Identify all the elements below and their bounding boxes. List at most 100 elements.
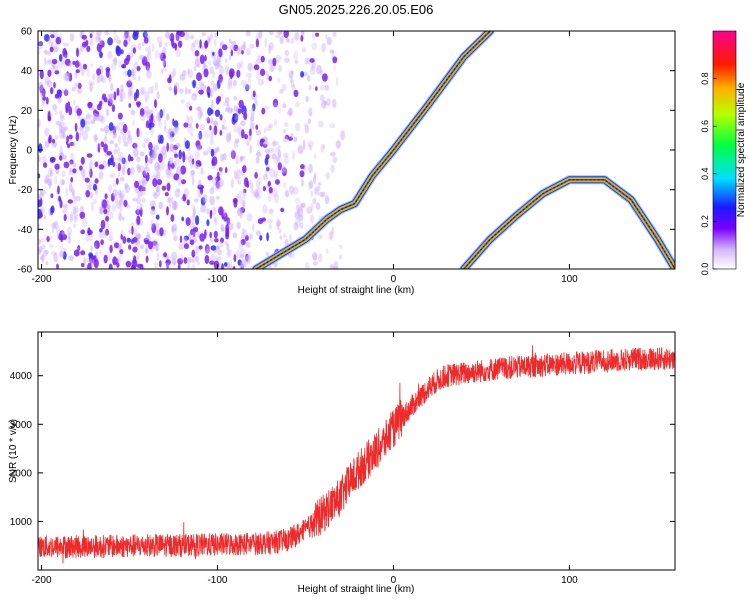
spectral-noise-blob (137, 129, 143, 138)
spectral-noise-blob (193, 237, 198, 244)
spectral-noise-blob (194, 50, 200, 57)
spectral-noise-blob (68, 160, 73, 166)
spectral-noise-blob (143, 171, 148, 177)
spectral-noise-blob (255, 151, 262, 157)
colorbar-frame (712, 30, 737, 270)
spectral-noise-blob (252, 223, 255, 232)
spectral-noise-blob (312, 32, 316, 41)
spectral-noise-blob (105, 107, 109, 116)
spectral-noise-blob (284, 49, 289, 57)
spectral-noise-blob (192, 42, 196, 48)
spectral-noise-blob (329, 263, 335, 269)
spectral-noise-blob (100, 198, 104, 205)
spectral-noise-blob (247, 62, 253, 72)
spectral-noise-blob (132, 237, 138, 243)
spectral-noise-blob (207, 175, 213, 181)
spectral-noise-blob (312, 197, 317, 205)
spectrogram-ridge-layer (251, 31, 675, 269)
spectral-noise-blob (194, 39, 199, 45)
spectral-noise-blob (247, 76, 252, 84)
spectral-noise-blob (155, 185, 159, 193)
spectral-noise-blob (127, 69, 132, 77)
spectral-noise-blob (302, 139, 306, 150)
spectral-noise-blob (148, 241, 153, 250)
spectral-noise-blob (266, 232, 269, 242)
spectral-noise-blob (292, 150, 295, 160)
spectral-noise-blob (300, 202, 306, 208)
spectral-noise-blob (112, 58, 118, 63)
colorbar-tick-label: 0.2 (700, 215, 710, 228)
spectral-noise-blob (203, 61, 206, 69)
x-tick-label: -100 (207, 575, 227, 586)
spectral-noise-blob (213, 120, 218, 126)
spectral-noise-blob (215, 195, 221, 200)
spectral-noise-blob (88, 181, 92, 191)
spectral-noise-blob (68, 134, 73, 140)
spectral-noise-blob (259, 138, 264, 147)
spectral-noise-blob (287, 38, 291, 43)
spectral-noise-blob (209, 237, 214, 243)
spectral-noise-blob (154, 261, 158, 269)
spectral-noise-blob (277, 31, 283, 35)
spectral-noise-blob (288, 70, 294, 79)
spectral-noise-blob (235, 172, 240, 183)
spectral-noise-blob (138, 54, 145, 61)
spectral-noise-blob (233, 254, 237, 262)
spectral-noise-blob (145, 154, 148, 164)
spectral-noise-blob (128, 87, 133, 97)
spectral-noise-blob (331, 226, 335, 235)
spectral-noise-blob (240, 259, 247, 269)
spectral-noise-blob (250, 122, 255, 130)
spectral-noise-blob (264, 37, 267, 47)
spectral-noise-blob (46, 236, 50, 242)
spectral-noise-blob (59, 145, 63, 156)
spectral-noise-blob (261, 107, 266, 115)
spectral-noise-blob (80, 250, 86, 256)
spectral-noise-blob (143, 36, 149, 44)
spectral-noise-blob (62, 208, 68, 214)
spectral-noise-blob (123, 91, 127, 100)
spectral-noise-blob (255, 180, 261, 189)
spectral-noise-blob (256, 139, 260, 147)
spectral-noise-blob (112, 161, 116, 167)
spectral-noise-blob (195, 245, 199, 255)
spectral-noise-blob (113, 257, 119, 264)
spectral-noise-blob (118, 189, 122, 199)
spectral-noise-blob (38, 249, 42, 255)
spectral-noise-blob (189, 105, 193, 111)
spectral-noise-blob (218, 206, 224, 216)
spectral-noise-blob (166, 129, 170, 137)
spectral-noise-blob (303, 122, 309, 128)
spectral-noise-blob (57, 185, 60, 195)
spectral-noise-blob (234, 115, 240, 121)
spectral-noise-blob (54, 93, 60, 99)
spectral-noise-blob (214, 109, 221, 117)
ridge-2-core (463, 179, 675, 269)
spectral-noise-blob (174, 126, 180, 132)
spectral-noise-blob (242, 200, 246, 208)
spectral-noise-blob (263, 105, 270, 110)
spectral-noise-blob (69, 159, 74, 165)
spectral-noise-blob (108, 235, 113, 242)
spectral-noise-blob (120, 234, 123, 240)
spectral-noise-blob (47, 37, 51, 45)
spectral-noise-blob (207, 37, 211, 44)
spectral-noise-blob (227, 248, 233, 257)
spectral-noise-blob (119, 96, 123, 103)
spectral-noise-blob (320, 143, 325, 154)
spectral-noise-blob (165, 259, 171, 266)
spectral-noise-blob (71, 187, 75, 196)
spectral-noise-blob (209, 187, 215, 195)
spectral-noise-blob (233, 169, 238, 180)
spectral-noise-blob (253, 191, 259, 198)
spectral-noise-blob (141, 41, 145, 47)
spectral-noise-blob (44, 140, 50, 148)
spectral-noise-blob (236, 168, 241, 174)
colorbar: 0.0 0.2 0.4 0.6 0.8 Normalized spectral ampl… (700, 30, 747, 275)
spectral-noise-blob (283, 31, 289, 39)
spectral-noise-blob (318, 234, 323, 239)
spectral-noise-blob (273, 193, 280, 204)
spectral-noise-blob (188, 146, 191, 156)
spectral-noise-blob (62, 47, 67, 58)
spectral-noise-blob (272, 140, 279, 146)
